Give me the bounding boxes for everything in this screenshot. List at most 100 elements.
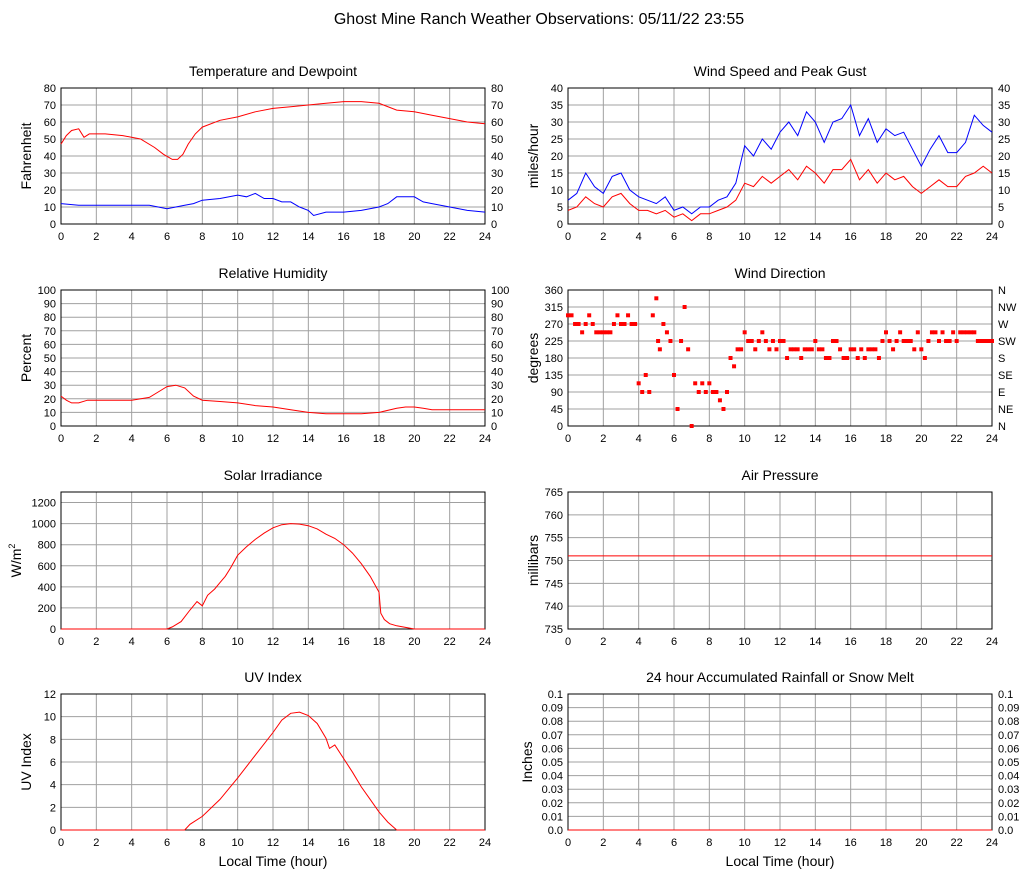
x-tick-label: 10 (232, 636, 244, 648)
y-tick-label: 10 (44, 712, 56, 724)
y-tick-label: 80 (44, 83, 56, 95)
data-point (788, 347, 793, 352)
data-point (876, 356, 881, 360)
right-tick-label: 0.09 (998, 703, 1019, 715)
data-point (661, 322, 666, 326)
y-axis-label-text: degrees (525, 333, 541, 384)
y-tick-label: 0.06 (542, 743, 563, 755)
x-tick-label: 6 (164, 837, 170, 849)
x-tick-label: 2 (600, 231, 606, 243)
y-axis-label-text: Fahrenheit (18, 122, 34, 189)
data-point (656, 339, 661, 343)
right-tick-label: 40 (998, 83, 1010, 95)
y-tick-label: 12 (44, 689, 56, 701)
data-point (654, 296, 659, 301)
data-point (721, 407, 726, 411)
y-tick-label: 100 (38, 285, 56, 297)
data-point (756, 339, 761, 343)
x-tick-label: 22 (951, 837, 963, 849)
data-point (703, 390, 708, 394)
y-tick-label: 400 (38, 582, 56, 594)
y-tick-label: 50 (44, 353, 56, 365)
y-tick-label: 20 (551, 151, 563, 163)
wind-chart-title: Wind Speed and Peak Gust (694, 63, 867, 79)
x-tick-label: 8 (706, 231, 712, 243)
data-point (611, 322, 616, 326)
x-tick-label: 6 (164, 231, 170, 243)
y-tick-label: 8 (50, 734, 56, 746)
data-point (576, 322, 581, 326)
data-point (569, 313, 574, 318)
x-tick-label: 0 (565, 231, 571, 243)
y-tick-label: 1200 (32, 498, 56, 510)
x-tick-label: 18 (373, 433, 385, 445)
x-tick-label: 8 (199, 636, 205, 648)
rain-chart: 24 hour Accumulated Rainfall or Snow Mel… (519, 669, 1019, 869)
y-tick-label: 750 (545, 556, 563, 568)
y-tick-label: 90 (551, 387, 563, 399)
data-point (944, 339, 949, 343)
x-tick-label: 12 (774, 636, 786, 648)
y-tick-label: 0.03 (542, 784, 563, 796)
x-tick-label: 24 (986, 636, 998, 648)
data-point (675, 407, 680, 411)
data-point (707, 381, 712, 386)
data-point (958, 330, 963, 335)
data-point (937, 339, 941, 343)
x-tick-label: 18 (373, 636, 385, 648)
x-tick-label: 16 (845, 837, 857, 849)
data-point (975, 339, 980, 343)
y-tick-label: 800 (38, 540, 56, 552)
right-tick-label: 0 (998, 219, 1004, 231)
data-point (834, 339, 839, 343)
x-tick-label: 12 (267, 433, 279, 445)
rh-y-axis-label: Percent (18, 334, 34, 382)
data-point (689, 424, 694, 428)
right-tick-label: 0.1 (998, 689, 1013, 701)
rain-chart-title: 24 hour Accumulated Rainfall or Snow Mel… (646, 669, 914, 685)
press-gridlines (567, 491, 993, 630)
data-point (982, 339, 987, 343)
x-tick-label: 16 (338, 231, 350, 243)
x-tick-label: 22 (444, 636, 456, 648)
data-point (806, 347, 811, 352)
y-tick-label: 0 (557, 219, 563, 231)
x-tick-label: 10 (739, 636, 751, 648)
page-title: Ghost Mine Ranch Weather Observations: 0… (334, 11, 744, 28)
data-point (922, 356, 927, 360)
data-point (774, 347, 779, 352)
data-point (968, 330, 973, 335)
data-point (972, 330, 977, 335)
data-point (700, 381, 705, 386)
y-tick-label: 10 (551, 185, 563, 197)
y-tick-label: 5 (557, 202, 563, 214)
y-tick-label: 10 (44, 202, 56, 214)
right-tick-label: 0.03 (998, 784, 1019, 796)
x-tick-label: 12 (267, 636, 279, 648)
y-tick-label: 360 (545, 285, 563, 297)
x-tick-label: 12 (267, 837, 279, 849)
right-tick-label: SW (998, 336, 1016, 348)
x-tick-label: 10 (739, 231, 751, 243)
y-tick-label: 0.1 (548, 689, 563, 701)
y-tick-label: 40 (44, 367, 56, 379)
x-tick-label: 14 (809, 636, 821, 648)
data-point (905, 339, 910, 343)
x-tick-label: 20 (915, 837, 927, 849)
y-tick-label: 0.05 (542, 757, 563, 769)
right-tick-label: E (998, 387, 1005, 399)
y-axis-label-text: UV Index (18, 733, 34, 791)
x-tick-label: 8 (706, 636, 712, 648)
y-tick-label: 760 (545, 510, 563, 522)
x-tick-label: 24 (479, 433, 491, 445)
y-tick-label: 200 (38, 603, 56, 615)
x-tick-label: 4 (636, 636, 642, 648)
right-tick-label: 70 (491, 100, 503, 112)
data-point (880, 339, 885, 343)
x-tick-label: 16 (845, 636, 857, 648)
data-point (795, 347, 800, 352)
x-tick-label: 12 (267, 231, 279, 243)
data-point (725, 390, 729, 394)
y-tick-label: 6 (50, 757, 56, 769)
